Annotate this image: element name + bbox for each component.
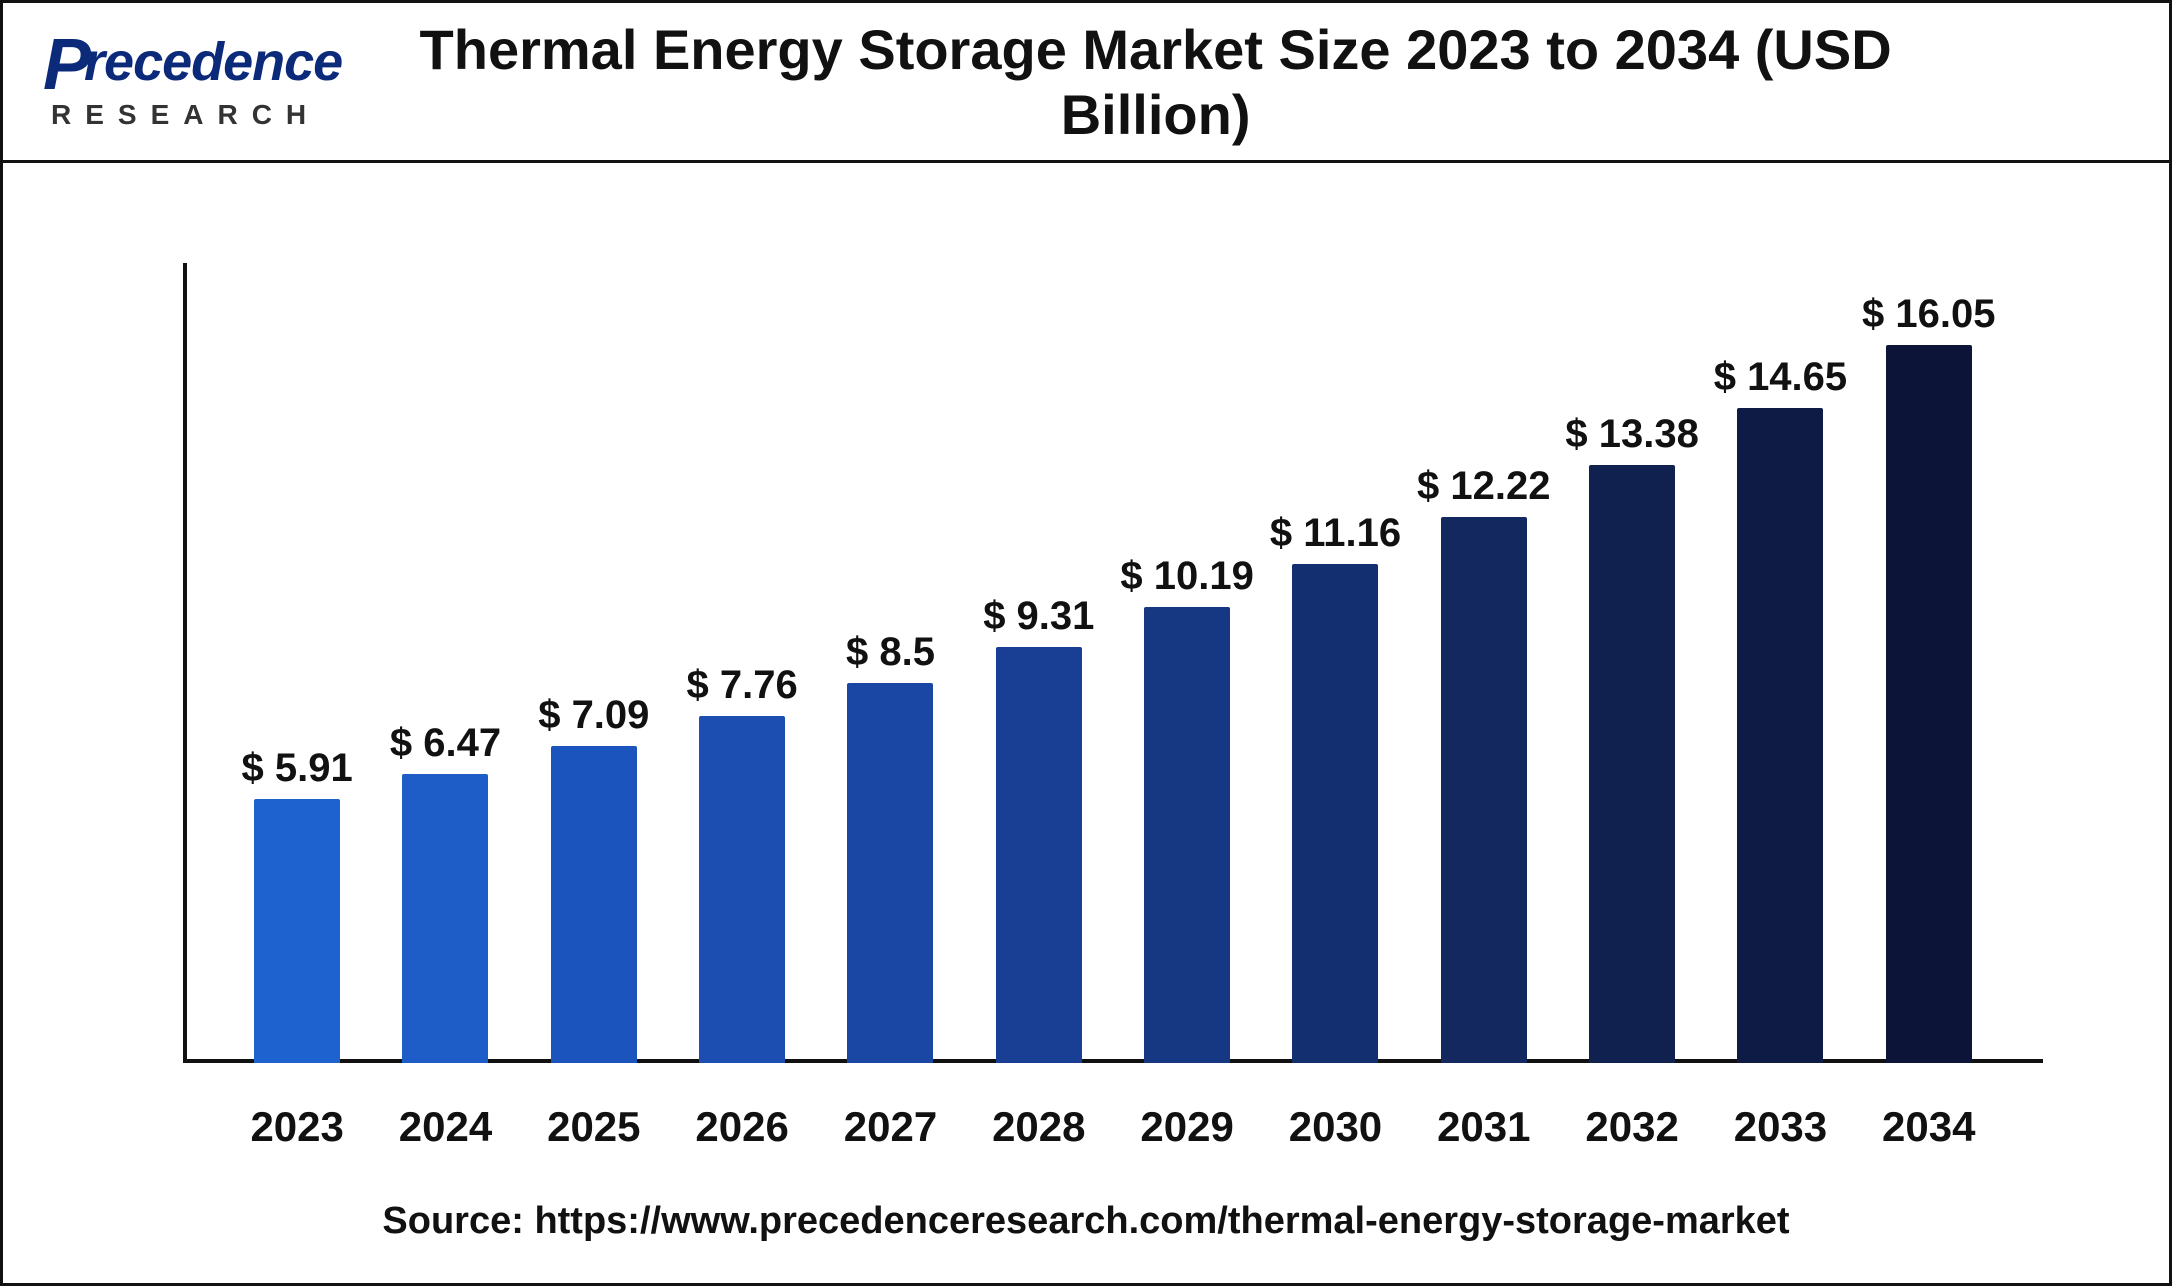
- x-axis-label: 2028: [965, 1073, 1113, 1151]
- bar-slot: $ 6.47: [371, 263, 519, 1063]
- bar-rect: [1886, 345, 1972, 1063]
- bar-slot: $ 7.76: [668, 263, 816, 1063]
- bar-slot: $ 11.16: [1261, 263, 1409, 1063]
- brand-logo-initial: P: [43, 29, 90, 101]
- x-axis-label: 2034: [1855, 1073, 2003, 1151]
- x-axis-label: 2024: [371, 1073, 519, 1151]
- chart-title: Thermal Energy Storage Market Size 2023 …: [382, 17, 2129, 147]
- x-axis-label: 2023: [223, 1073, 371, 1151]
- bar-slot: $ 10.19: [1113, 263, 1261, 1063]
- brand-logo-main: P recedence: [43, 35, 342, 107]
- bar-slot: $ 13.38: [1558, 263, 1706, 1063]
- bar-rect: [1144, 607, 1230, 1063]
- x-axis-labels: 2023202420252026202720282029203020312032…: [183, 1073, 2043, 1151]
- x-axis-label: 2031: [1410, 1073, 1558, 1151]
- bar-value-label: $ 7.09: [538, 693, 649, 738]
- header: P recedence RESEARCH Thermal Energy Stor…: [3, 3, 2169, 163]
- bar-slot: $ 9.31: [965, 263, 1113, 1063]
- bar-value-label: $ 10.19: [1120, 554, 1253, 599]
- bar-rect: [996, 647, 1082, 1063]
- x-axis-label: 2026: [668, 1073, 816, 1151]
- bar-value-label: $ 14.65: [1714, 355, 1847, 400]
- x-axis-label: 2027: [816, 1073, 964, 1151]
- bars-container: $ 5.91 $ 6.47 $ 7.09 $ 7.76 $ 8.5 $ 9.31 $ 10.…: [183, 263, 2043, 1063]
- bar-slot: $ 14.65: [1706, 263, 1854, 1063]
- bar-value-label: $ 11.16: [1270, 511, 1401, 556]
- bar-rect: [254, 799, 340, 1063]
- brand-logo: P recedence RESEARCH: [43, 35, 342, 129]
- bar-rect: [1292, 564, 1378, 1063]
- bar-value-label: $ 5.91: [242, 746, 353, 791]
- brand-logo-sub: RESEARCH: [51, 101, 342, 129]
- bar-slot: $ 7.09: [520, 263, 668, 1063]
- bar-slot: $ 5.91: [223, 263, 371, 1063]
- bar-value-label: $ 13.38: [1565, 412, 1698, 457]
- x-axis-label: 2033: [1706, 1073, 1854, 1151]
- bar-slot: $ 12.22: [1410, 263, 1558, 1063]
- brand-logo-word: recedence: [84, 35, 342, 89]
- chart-plot-area: $ 5.91 $ 6.47 $ 7.09 $ 7.76 $ 8.5 $ 9.31 $ 10.…: [183, 263, 2043, 1063]
- bar-rect: [1589, 465, 1675, 1063]
- bar-value-label: $ 8.5: [846, 630, 935, 675]
- bar-slot: $ 16.05: [1855, 263, 2003, 1063]
- x-axis-label: 2025: [520, 1073, 668, 1151]
- x-axis-label: 2030: [1261, 1073, 1409, 1151]
- x-axis-label: 2032: [1558, 1073, 1706, 1151]
- bar-value-label: $ 9.31: [983, 594, 1094, 639]
- bar-rect: [699, 716, 785, 1063]
- bar-value-label: $ 12.22: [1417, 464, 1550, 509]
- x-axis-label: 2029: [1113, 1073, 1261, 1151]
- bar-rect: [402, 774, 488, 1063]
- bar-rect: [847, 683, 933, 1063]
- bar-rect: [1441, 517, 1527, 1063]
- bar-rect: [551, 746, 637, 1063]
- bar-value-label: $ 16.05: [1862, 292, 1995, 337]
- bar-value-label: $ 7.76: [687, 663, 798, 708]
- chart-frame: P recedence RESEARCH Thermal Energy Stor…: [0, 0, 2172, 1286]
- bar-value-label: $ 6.47: [390, 721, 501, 766]
- bar-slot: $ 8.5: [816, 263, 964, 1063]
- source-text: Source: https://www.precedenceresearch.c…: [3, 1200, 2169, 1243]
- bar-rect: [1737, 408, 1823, 1063]
